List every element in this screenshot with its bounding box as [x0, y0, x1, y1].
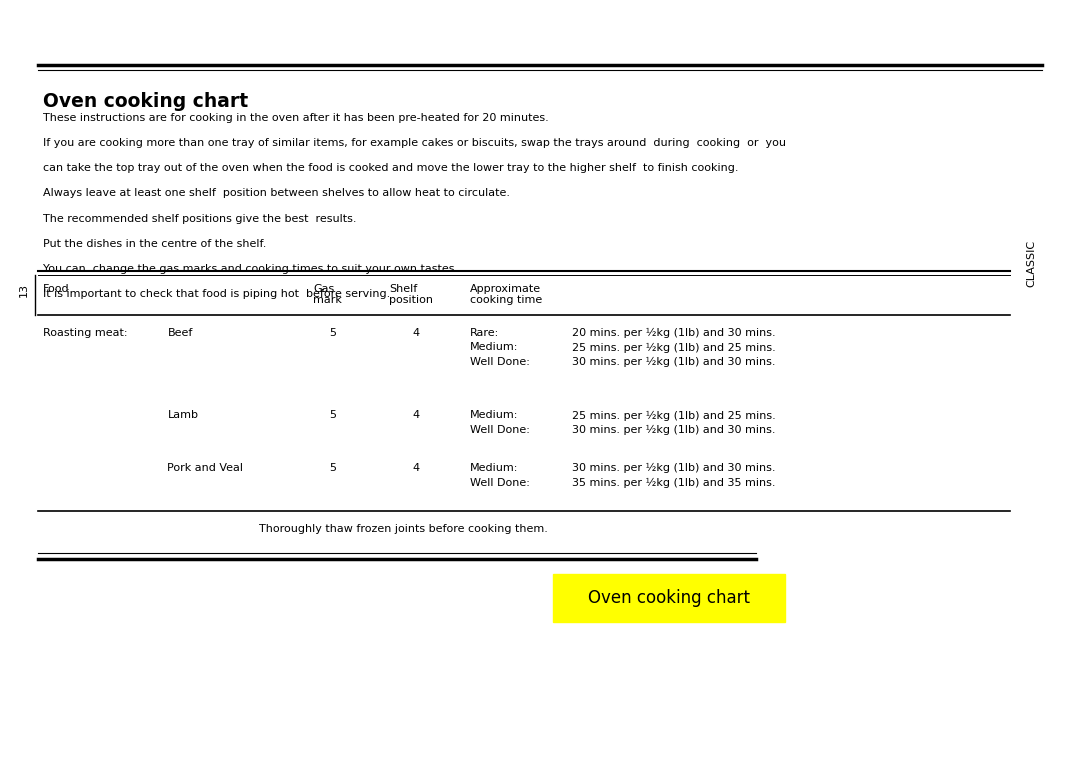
Text: 4: 4 [413, 328, 420, 338]
Text: Shelf
position: Shelf position [389, 284, 433, 305]
Text: Approximate
cooking time: Approximate cooking time [470, 284, 542, 305]
Text: Oven cooking chart: Oven cooking chart [43, 92, 248, 111]
Text: Put the dishes in the centre of the shelf.: Put the dishes in the centre of the shel… [43, 239, 267, 249]
Text: Roasting meat:: Roasting meat: [43, 328, 127, 338]
Text: Lamb: Lamb [167, 410, 199, 420]
Text: CLASSIC: CLASSIC [1026, 240, 1037, 287]
Text: 20 mins. per ½kg (1lb) and 30 mins.
25 mins. per ½kg (1lb) and 25 mins.
30 mins.: 20 mins. per ½kg (1lb) and 30 mins. 25 m… [572, 328, 777, 367]
Text: 30 mins. per ½kg (1lb) and 30 mins.
35 mins. per ½kg (1lb) and 35 mins.: 30 mins. per ½kg (1lb) and 30 mins. 35 m… [572, 463, 775, 488]
FancyBboxPatch shape [553, 574, 785, 622]
Text: Medium:
Well Done:: Medium: Well Done: [470, 410, 529, 435]
Text: Medium:
Well Done:: Medium: Well Done: [470, 463, 529, 488]
Text: 5: 5 [329, 410, 336, 420]
Text: 13: 13 [18, 283, 29, 297]
Text: The recommended shelf positions give the best  results.: The recommended shelf positions give the… [43, 214, 356, 224]
Text: It is important to check that food is piping hot  before serving.: It is important to check that food is pi… [43, 289, 391, 299]
Text: 4: 4 [413, 463, 420, 473]
Text: These instructions are for cooking in the oven after it has been pre-heated for : These instructions are for cooking in th… [43, 113, 549, 123]
Text: can take the top tray out of the oven when the food is cooked and move the lower: can take the top tray out of the oven wh… [43, 163, 739, 173]
Text: 4: 4 [413, 410, 420, 420]
Text: Thoroughly thaw frozen joints before cooking them.: Thoroughly thaw frozen joints before coo… [259, 524, 548, 534]
Text: 5: 5 [329, 328, 336, 338]
Text: If you are cooking more than one tray of similar items, for example cakes or bis: If you are cooking more than one tray of… [43, 138, 786, 148]
Text: Always leave at least one shelf  position between shelves to allow heat to circu: Always leave at least one shelf position… [43, 188, 510, 198]
Text: Oven cooking chart: Oven cooking chart [589, 589, 751, 607]
Text: 25 mins. per ½kg (1lb) and 25 mins.
30 mins. per ½kg (1lb) and 30 mins.: 25 mins. per ½kg (1lb) and 25 mins. 30 m… [572, 410, 777, 435]
Text: Gas
mark: Gas mark [313, 284, 342, 305]
Text: Pork and Veal: Pork and Veal [167, 463, 243, 473]
Text: 5: 5 [329, 463, 336, 473]
Text: Food: Food [43, 284, 70, 294]
Text: You can  change the gas marks and cooking times to suit your own tastes.: You can change the gas marks and cooking… [43, 264, 458, 274]
Text: Beef: Beef [167, 328, 192, 338]
Text: Rare:
Medium:
Well Done:: Rare: Medium: Well Done: [470, 328, 529, 367]
